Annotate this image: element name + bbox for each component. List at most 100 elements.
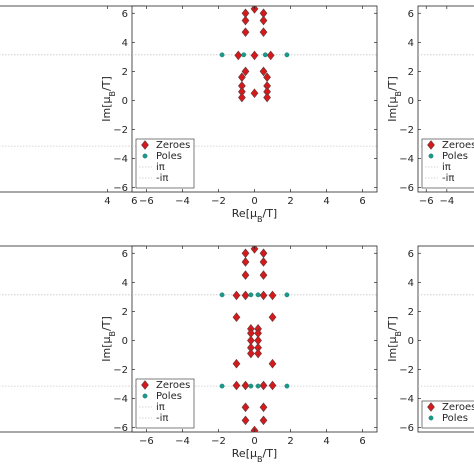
zero-point — [238, 92, 246, 103]
pole-point — [284, 52, 290, 58]
zero-point — [250, 246, 259, 254]
y-axis-label: Im[μB/T] — [386, 76, 403, 121]
legend-label: iπ — [156, 162, 165, 173]
legend-label: Zeroes — [156, 380, 190, 391]
plot-frame — [0, 245, 146, 433]
y-tick-label: 4 — [408, 278, 414, 289]
legend-label: -iπ — [156, 413, 168, 424]
zero-point — [247, 348, 255, 359]
zero-point — [241, 415, 250, 426]
plot-area — [0, 294, 145, 387]
zero-point — [268, 358, 277, 369]
zero-point — [232, 380, 241, 391]
pole-point — [219, 52, 225, 58]
x-tick-label: 0 — [251, 196, 257, 207]
pole-point — [219, 292, 225, 298]
legend-label: Zeroes — [442, 140, 474, 151]
zero-point — [241, 402, 250, 413]
zero-point — [241, 270, 250, 280]
zero-point — [241, 27, 250, 37]
y-tick-label: 6 — [122, 249, 128, 260]
zero-point — [259, 27, 268, 37]
zero-point — [254, 335, 262, 346]
legend-pole-marker — [428, 415, 434, 421]
zero-point — [268, 312, 277, 323]
zero-point — [259, 402, 268, 413]
legend-pole-marker — [142, 393, 148, 399]
x-tick-label: 0 — [251, 436, 257, 447]
pole-point — [284, 383, 290, 389]
zero-point — [263, 92, 271, 103]
legend-label: Poles — [156, 391, 182, 402]
zero-point — [234, 50, 243, 61]
zero-point — [259, 380, 268, 391]
pole-point — [284, 292, 290, 298]
y-tick-label: 6 — [122, 9, 128, 20]
legend-zero-marker — [141, 380, 149, 390]
x-tick-label: −2 — [211, 196, 226, 207]
y-tick-label: −4 — [113, 394, 128, 405]
zero-point — [259, 290, 268, 301]
x-tick-label: 6 — [359, 436, 365, 447]
plot-area — [132, 246, 377, 432]
y-tick-label: 4 — [122, 278, 128, 289]
zero-point — [232, 290, 241, 301]
x-tick-label: −4 — [175, 436, 190, 447]
legend-label: Poles — [442, 151, 468, 162]
panel-top-center: −6 −4 −2 0 2 4 6−6−4−20246Im[μB/T]Re[μB/T]Zero… — [100, 5, 378, 224]
y-tick-label: 0 — [408, 336, 414, 347]
zero-point — [241, 66, 250, 77]
y-tick-label: 2 — [122, 67, 128, 78]
y-tick-label: 0 — [122, 96, 128, 107]
legend-label: iπ — [442, 162, 451, 173]
y-tick-label: −4 — [399, 154, 414, 165]
y-tick-label: 6 — [408, 249, 414, 260]
y-tick-label: −2 — [399, 365, 414, 376]
legend-label: Poles — [156, 151, 182, 162]
plot-area — [0, 54, 145, 147]
y-tick-label: 4 — [122, 38, 128, 49]
zero-point — [241, 290, 250, 301]
zero-point — [247, 335, 255, 346]
y-tick-label: 0 — [122, 336, 128, 347]
pole-point — [248, 292, 254, 298]
x-tick-label: 2 — [287, 196, 293, 207]
x-tick-label: −6 — [419, 196, 434, 207]
zero-point — [254, 348, 262, 359]
legend-label: iπ — [156, 402, 165, 413]
zero-point — [250, 88, 259, 98]
zero-point — [268, 380, 277, 391]
x-tick-label: −4 — [175, 196, 190, 207]
x-tick-label: −6 — [139, 436, 154, 447]
y-tick-label: −6 — [399, 423, 414, 434]
legend-label: -iπ — [442, 173, 454, 184]
y-tick-label: −6 — [399, 183, 414, 194]
panel-bottom-center: −6 −4 −2 0 2 4 6 −6 −4 −2 0 2 4 6 Im[μB/T] Re[μB/T] Zero… — [100, 245, 378, 464]
y-tick-label: −2 — [113, 365, 128, 376]
y-tick-label: 0 — [408, 96, 414, 107]
legend-pole-marker — [142, 153, 148, 159]
panel-bottom-left — [0, 245, 146, 433]
x-tick-label: 4 — [323, 436, 329, 447]
x-tick-label: 6 — [359, 196, 365, 207]
zero-point — [266, 50, 275, 61]
legend-label: Zeroes — [442, 402, 474, 413]
legend-label: Poles — [442, 413, 468, 424]
zero-point — [268, 290, 277, 301]
plot-area — [132, 6, 377, 147]
y-axis-label: Im[μB/T] — [386, 316, 403, 361]
pole-point — [255, 383, 261, 389]
zero-point — [259, 15, 268, 26]
y-axis-label: Im[μB/T] — [100, 316, 117, 361]
x-axis-label: Re[μB/T] — [232, 447, 277, 464]
zero-point — [259, 257, 268, 267]
legend-label: -iπ — [156, 173, 168, 184]
pole-point — [219, 383, 225, 389]
y-tick-label: 6 — [408, 9, 414, 20]
y-tick-label: −2 — [399, 125, 414, 136]
